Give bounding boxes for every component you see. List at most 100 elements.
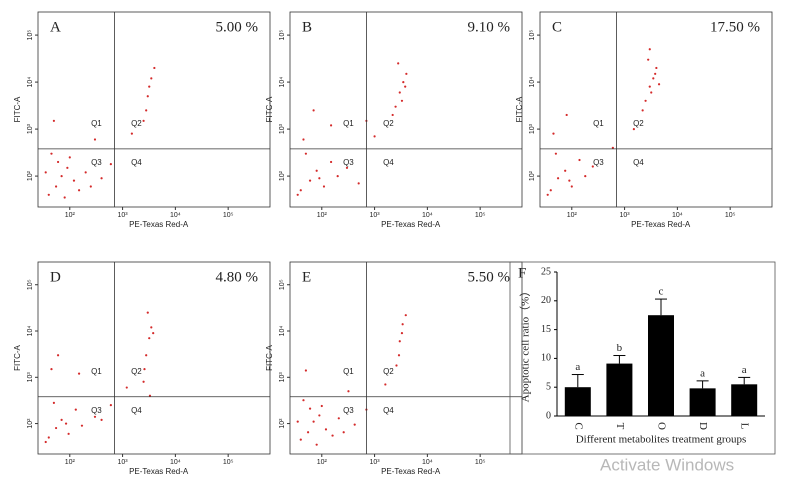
quadrant-label: Q2 bbox=[131, 367, 142, 376]
event-dot bbox=[50, 152, 53, 155]
x-tick-label: 10⁴ bbox=[170, 212, 181, 219]
y-tick-label: 10³ bbox=[27, 372, 34, 383]
event-dot bbox=[398, 91, 401, 94]
panel-label: B bbox=[302, 19, 312, 35]
x-tick-label: 10² bbox=[317, 459, 328, 466]
event-dot bbox=[64, 422, 68, 425]
event-dot bbox=[373, 135, 376, 138]
event-dot bbox=[89, 185, 92, 188]
event-dot bbox=[109, 162, 112, 166]
event-dot bbox=[302, 399, 305, 402]
event-dot bbox=[650, 91, 653, 94]
event-dot bbox=[315, 169, 318, 172]
y-tick-label: 10² bbox=[279, 170, 286, 181]
event-dot bbox=[391, 113, 394, 117]
y-tick-label: 10² bbox=[529, 170, 536, 181]
event-dot bbox=[657, 83, 661, 86]
event-dot bbox=[591, 165, 594, 168]
event-dot bbox=[641, 109, 644, 112]
event-dot bbox=[401, 323, 404, 326]
event-dot bbox=[148, 85, 151, 88]
event-dot bbox=[342, 431, 345, 434]
event-dot bbox=[44, 440, 47, 444]
y-axis-label: FITC-A bbox=[515, 96, 524, 122]
x-axis-label: PE-Texas Red-A bbox=[381, 467, 441, 476]
y-axis-label: FITC-A bbox=[265, 344, 274, 370]
event-dot bbox=[546, 193, 549, 196]
x-tick-label: 10⁵ bbox=[475, 459, 486, 466]
event-dot bbox=[80, 424, 84, 427]
event-dot bbox=[56, 160, 60, 164]
y-tick-label: 10³ bbox=[279, 123, 286, 134]
bar bbox=[564, 387, 591, 416]
event-dot bbox=[296, 193, 299, 196]
event-dot bbox=[324, 428, 328, 431]
event-dot bbox=[398, 340, 401, 343]
event-dot bbox=[336, 174, 339, 178]
event-dot bbox=[554, 152, 557, 155]
y-tick-label: 0 bbox=[546, 410, 551, 421]
quadrant-label: Q2 bbox=[131, 119, 142, 128]
plot-frame bbox=[289, 11, 523, 208]
event-dot bbox=[143, 368, 146, 371]
event-dot bbox=[52, 401, 55, 404]
x-axis-label: PE-Texas Red-A bbox=[631, 220, 691, 229]
y-tick-label: 10² bbox=[27, 418, 34, 429]
y-tick-label: 10⁵ bbox=[27, 30, 34, 41]
event-dot bbox=[648, 85, 651, 88]
event-dot bbox=[60, 174, 63, 178]
x-tick-label: 10² bbox=[567, 212, 578, 219]
event-dot bbox=[570, 185, 573, 188]
x-tick-label: 10⁵ bbox=[475, 212, 486, 219]
significance-letter: a bbox=[700, 367, 705, 379]
event-dot bbox=[404, 85, 407, 88]
event-dot bbox=[318, 414, 321, 417]
event-dot bbox=[145, 109, 148, 112]
event-dot bbox=[320, 404, 323, 408]
quadrant-label: Q1 bbox=[91, 367, 102, 376]
event-dot bbox=[345, 166, 349, 169]
bar bbox=[689, 388, 716, 416]
y-axis-label: FITC-A bbox=[13, 344, 22, 370]
y-tick-label: 25 bbox=[541, 266, 551, 277]
event-dot bbox=[142, 380, 145, 383]
x-tick-label: 10⁴ bbox=[422, 212, 433, 219]
event-dot bbox=[648, 48, 651, 51]
quadrant-label: Q4 bbox=[383, 158, 394, 167]
x-axis-label: PE-Texas Red-A bbox=[129, 220, 189, 229]
percent-annotation: 9.10 % bbox=[468, 19, 511, 35]
percent-annotation: 5.50 % bbox=[468, 269, 511, 285]
y-axis-label: FITC-A bbox=[13, 96, 22, 122]
y-tick-label: 10⁵ bbox=[27, 279, 34, 290]
x-tick-label: O bbox=[655, 422, 667, 430]
quadrant-label: Q3 bbox=[343, 158, 354, 167]
event-dot bbox=[150, 77, 153, 80]
y-tick-label: 10 bbox=[541, 353, 551, 364]
event-dot bbox=[308, 179, 312, 182]
y-tick-label: 10⁴ bbox=[279, 326, 286, 337]
quadrant-label: Q4 bbox=[131, 406, 142, 415]
event-dot bbox=[654, 72, 657, 75]
event-dot bbox=[556, 177, 560, 180]
event-dot bbox=[152, 332, 155, 335]
event-dot bbox=[564, 169, 567, 172]
x-tick-label: 10² bbox=[317, 212, 328, 219]
x-axis-label: PE-Texas Red-A bbox=[129, 467, 189, 476]
x-tick-label: 10⁴ bbox=[170, 459, 181, 466]
event-dot bbox=[337, 417, 340, 420]
event-dot bbox=[400, 99, 404, 102]
quadrant-label: Q3 bbox=[91, 158, 102, 167]
quadrant-label: Q3 bbox=[593, 158, 604, 167]
plot-frame bbox=[37, 261, 271, 455]
event-dot bbox=[153, 66, 156, 70]
event-dot bbox=[353, 423, 356, 426]
plot-frame bbox=[539, 11, 773, 208]
event-dot bbox=[299, 189, 302, 192]
quadrant-label: Q3 bbox=[343, 406, 354, 415]
quadrant-label: Q4 bbox=[131, 158, 142, 167]
event-dot bbox=[47, 193, 50, 196]
percent-annotation: 5.00 % bbox=[216, 19, 259, 35]
y-tick-label: 10⁵ bbox=[529, 30, 536, 41]
event-dot bbox=[632, 127, 635, 131]
event-dot bbox=[54, 185, 58, 188]
